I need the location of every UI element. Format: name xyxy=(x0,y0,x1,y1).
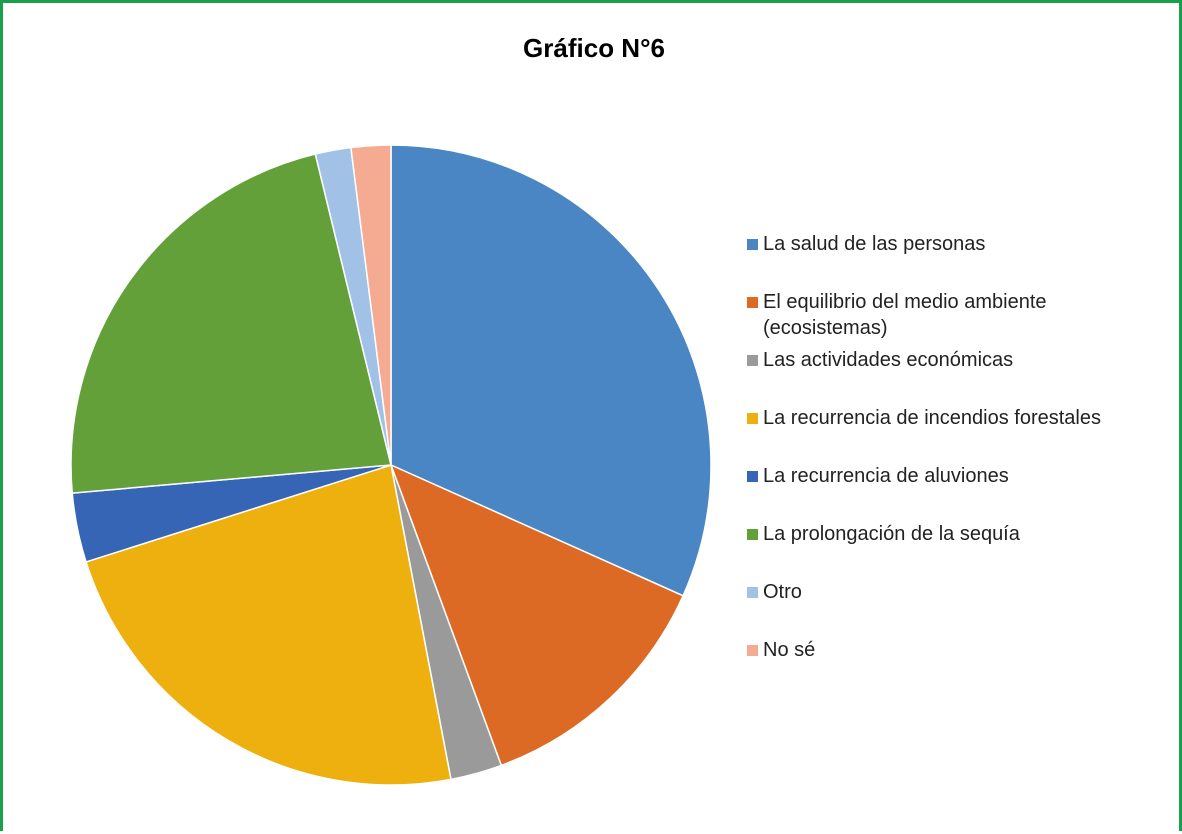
legend-swatch xyxy=(747,239,758,250)
legend-swatch xyxy=(747,587,758,598)
legend-item: Las actividades económicas xyxy=(747,347,1171,405)
chart-title: Gráfico N°6 xyxy=(523,33,665,63)
legend-item: No sé xyxy=(747,637,1171,695)
legend-swatch xyxy=(747,355,758,366)
legend: La salud de las personas El equilibrio de… xyxy=(747,231,1171,695)
pie-slice xyxy=(70,153,392,494)
legend-label: La recurrencia de incendios forestales xyxy=(763,407,1101,429)
pie-area xyxy=(70,144,712,786)
legend-label: La recurrencia de aluviones xyxy=(763,465,1009,487)
pie-slice xyxy=(85,464,452,786)
legend-swatch xyxy=(747,413,758,424)
legend-label: No sé xyxy=(763,639,816,661)
legend-label: La salud de las personas xyxy=(763,233,986,255)
legend-item: El equilibrio del medio ambiente (ecosis… xyxy=(747,289,1171,347)
legend-item: La prolongación de la sequía xyxy=(747,521,1171,579)
pie-slice xyxy=(389,463,685,767)
legend-item: La recurrencia de incendios forestales xyxy=(747,405,1171,463)
legend-swatch xyxy=(747,645,758,656)
legend-swatch xyxy=(747,529,758,540)
legend-label: El equilibrio del medio ambiente (ecosis… xyxy=(763,291,1047,339)
legend-label: La prolongación de la sequía xyxy=(763,523,1020,545)
legend-swatch xyxy=(747,297,758,308)
pie-slice xyxy=(390,144,712,597)
legend-item: La salud de las personas xyxy=(747,231,1171,289)
legend-item: La recurrencia de aluviones xyxy=(747,463,1171,521)
pie-slice xyxy=(350,144,392,466)
legend-item: Otro xyxy=(747,579,1171,637)
legend-swatch xyxy=(747,471,758,482)
legend-label: Otro xyxy=(763,581,802,603)
legend-label: Las actividades económicas xyxy=(763,349,1014,371)
